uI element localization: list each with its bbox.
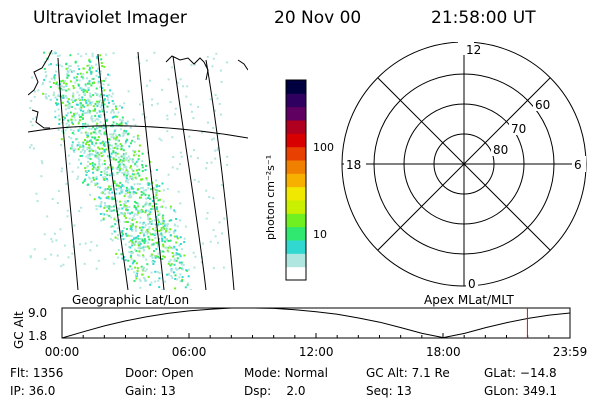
ip-value: 36.0 — [28, 384, 56, 398]
time-label: 21:58:00 UT — [431, 8, 536, 28]
altitude-xtick-0: 00:00 — [45, 345, 80, 359]
lat-lon-grid — [28, 51, 248, 290]
gcalt-value: 7.1 Re — [411, 366, 450, 380]
glon-field: GLon: 349.1 — [484, 384, 557, 398]
altitude-ytick-bottom: 1.8 — [28, 329, 47, 343]
glat-field: GLat: −14.8 — [484, 366, 557, 380]
uv-emission-pixels — [29, 51, 229, 290]
door-field: Door: Open — [125, 366, 194, 380]
coastline — [28, 50, 248, 129]
flt-value: 1356 — [32, 366, 64, 380]
polar-plot: 12 18 6 0 60 70 80 — [341, 42, 587, 291]
mode-field: Mode: Normal — [244, 366, 328, 380]
dsp-value: 2.0 — [286, 384, 306, 398]
ip-field: IP: 36.0 — [10, 384, 56, 398]
altitude-xtick-3: 18:00 — [426, 345, 461, 359]
gcalt-field: GC Alt: 7.1 Re — [366, 366, 450, 380]
seq-field: Seq: 13 — [366, 384, 412, 398]
instrument-title: Ultraviolet Imager — [33, 8, 187, 28]
altitude-xtick-4: 23:59 — [553, 345, 588, 359]
geographic-image — [28, 50, 248, 290]
altitude-ytick-top: 9.0 — [28, 306, 47, 320]
flt-field: Flt: 1356 — [10, 366, 64, 380]
colorbar-tick-10: 10 — [313, 228, 327, 241]
colorbar-tick-100: 100 — [313, 141, 334, 154]
gain-field: Gain: 13 — [125, 384, 176, 398]
lat-label-80: 80 — [493, 143, 508, 157]
altitude-xtick-1: 06:00 — [172, 345, 207, 359]
mlt-label-0: 0 — [468, 277, 476, 291]
altitude-x-ticks — [61, 333, 571, 338]
mlt-label-6: 6 — [574, 158, 582, 172]
lat-label-60: 60 — [535, 98, 550, 112]
door-value: Open — [161, 366, 194, 380]
mlt-label-18: 18 — [346, 158, 361, 172]
colorbar-unit-label: photon cm⁻²s⁻¹ — [264, 155, 277, 240]
gain-value: 13 — [160, 384, 176, 398]
altitude-series-line — [61, 307, 571, 339]
mlt-label-12: 12 — [466, 43, 481, 57]
glon-value: 349.1 — [522, 384, 557, 398]
polar-diagonal-2 — [377, 77, 551, 251]
colorbar: photon cm⁻²s⁻¹ — [264, 79, 307, 281]
date-label: 20 Nov 00 — [274, 8, 362, 28]
seq-value: 13 — [396, 384, 412, 398]
mode-value: Normal — [284, 366, 328, 380]
geographic-panel-label: Geographic Lat/Lon — [72, 293, 190, 307]
glat-value: −14.8 — [519, 366, 557, 380]
lat-label-70: 70 — [511, 122, 526, 136]
altitude-ylabel: GC Alt — [12, 311, 26, 349]
colorbar-gradient — [286, 80, 306, 281]
altitude-xtick-2: 12:00 — [299, 345, 334, 359]
dsp-field: Dsp: 2.0 — [244, 384, 306, 398]
apex-panel-label: Apex MLat/MLT — [424, 293, 514, 307]
altitude-plot: GC Alt 9.0 1.8 00:00 06:00 12:00 18:00 23:59 — [12, 306, 588, 359]
